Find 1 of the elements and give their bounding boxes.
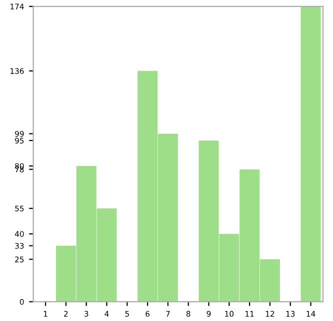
bar — [300, 6, 321, 302]
